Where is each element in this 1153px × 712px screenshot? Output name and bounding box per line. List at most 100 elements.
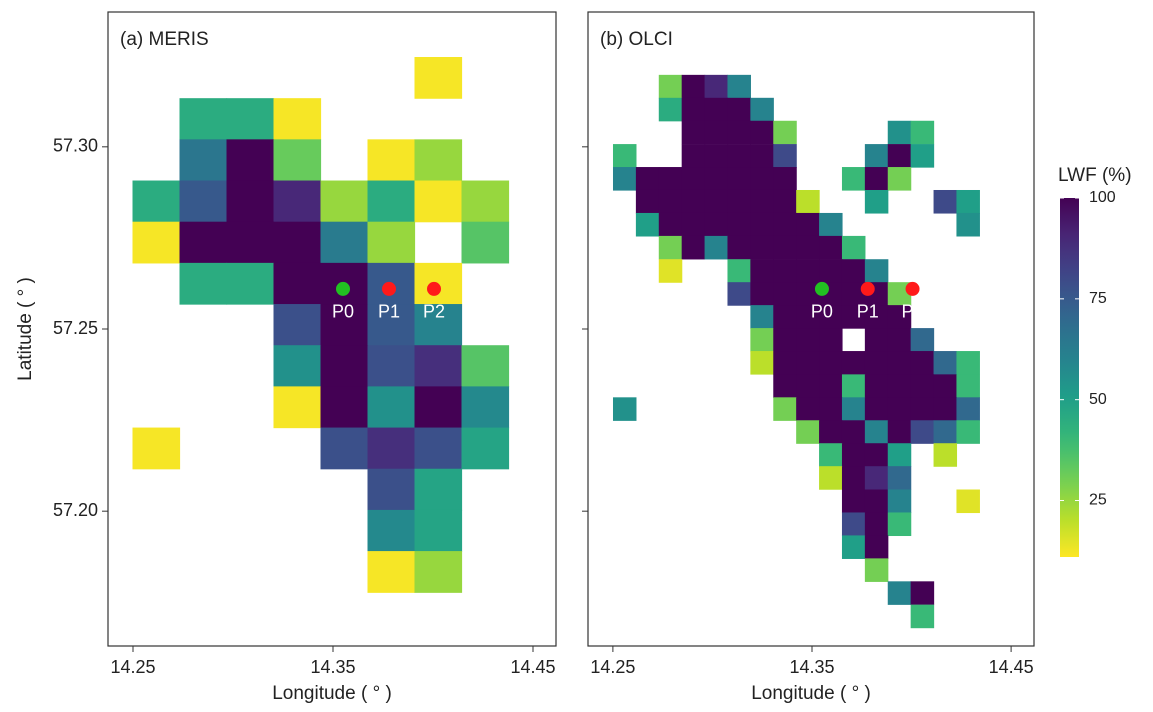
x-tick-label: 14.45 bbox=[510, 657, 555, 677]
point-label: P0 bbox=[811, 302, 833, 322]
cell bbox=[841, 512, 866, 537]
cell bbox=[933, 443, 958, 467]
cell bbox=[864, 489, 889, 514]
cell bbox=[773, 351, 797, 375]
cell bbox=[933, 189, 958, 214]
cell bbox=[273, 386, 322, 429]
cell bbox=[864, 397, 889, 421]
cell bbox=[727, 167, 751, 191]
cell bbox=[773, 167, 797, 191]
cell bbox=[750, 351, 774, 375]
colorbar-title: LWF (%) bbox=[1058, 165, 1132, 186]
cell bbox=[956, 351, 980, 375]
x-tick-label: 14.45 bbox=[989, 657, 1034, 677]
cell bbox=[796, 212, 820, 237]
cell bbox=[773, 120, 797, 145]
cell bbox=[704, 235, 729, 260]
cell bbox=[841, 466, 866, 490]
cell bbox=[273, 304, 322, 346]
cell bbox=[681, 212, 706, 237]
cell bbox=[367, 468, 416, 511]
cell bbox=[887, 144, 912, 168]
cell bbox=[461, 221, 510, 264]
point-label: P0 bbox=[332, 302, 354, 322]
cell bbox=[414, 180, 463, 223]
cell bbox=[887, 489, 912, 514]
cell bbox=[273, 139, 322, 182]
cell bbox=[704, 212, 729, 237]
cell bbox=[819, 374, 843, 398]
cell bbox=[414, 304, 463, 346]
cell bbox=[819, 351, 843, 375]
cell bbox=[367, 304, 416, 346]
cell bbox=[864, 558, 889, 582]
cell bbox=[414, 509, 463, 552]
point bbox=[336, 281, 350, 296]
cell bbox=[461, 386, 510, 429]
cell bbox=[796, 259, 820, 283]
cell bbox=[226, 221, 275, 264]
cell bbox=[681, 235, 706, 260]
cell bbox=[956, 212, 980, 237]
cell bbox=[414, 345, 463, 387]
cell bbox=[796, 397, 820, 421]
cell bbox=[273, 180, 322, 223]
cell bbox=[226, 262, 275, 305]
cell bbox=[819, 397, 843, 421]
cell bbox=[273, 262, 322, 305]
y-tick-label: 57.25 bbox=[53, 318, 98, 338]
cell bbox=[461, 345, 510, 387]
point bbox=[814, 281, 829, 296]
cell bbox=[727, 235, 751, 260]
colorbar bbox=[1060, 198, 1079, 557]
cell bbox=[887, 374, 912, 398]
cell bbox=[320, 345, 369, 387]
cell bbox=[658, 189, 683, 214]
cell bbox=[727, 144, 751, 168]
cell bbox=[750, 235, 774, 260]
cell bbox=[819, 443, 843, 467]
cell bbox=[956, 420, 980, 444]
cell bbox=[773, 144, 797, 168]
cell bbox=[864, 259, 889, 283]
cell bbox=[910, 351, 935, 375]
cell bbox=[320, 386, 369, 429]
cell bbox=[910, 604, 935, 629]
cell bbox=[887, 512, 912, 537]
cell bbox=[367, 221, 416, 264]
cell bbox=[750, 167, 774, 191]
cell bbox=[841, 235, 866, 260]
colorbar-tick-label: 100 bbox=[1089, 189, 1116, 206]
cell bbox=[612, 167, 637, 191]
cell bbox=[841, 259, 866, 283]
cell bbox=[612, 397, 637, 421]
cell bbox=[933, 351, 958, 375]
cell bbox=[773, 328, 797, 352]
cell bbox=[864, 420, 889, 444]
point bbox=[905, 281, 920, 296]
cell bbox=[819, 305, 843, 329]
cell bbox=[681, 120, 706, 145]
cell bbox=[704, 120, 729, 145]
cell bbox=[132, 427, 181, 470]
y-tick-label: 57.30 bbox=[53, 136, 98, 156]
cell bbox=[773, 259, 797, 283]
y-tick-label: 57.20 bbox=[53, 500, 98, 520]
cell bbox=[841, 351, 866, 375]
x-axis-label: Longitude ( ° ) bbox=[272, 683, 392, 704]
point-label: P2 bbox=[902, 302, 924, 322]
cell bbox=[864, 443, 889, 467]
cell bbox=[727, 212, 751, 237]
cell bbox=[819, 212, 843, 237]
cell bbox=[864, 328, 889, 352]
cell bbox=[864, 535, 889, 559]
cell bbox=[273, 345, 322, 387]
cell bbox=[681, 167, 706, 191]
cell bbox=[796, 189, 820, 214]
cell bbox=[773, 397, 797, 421]
cell bbox=[727, 282, 751, 306]
cell bbox=[864, 144, 889, 168]
cell bbox=[819, 328, 843, 352]
cell bbox=[910, 120, 935, 145]
cell bbox=[956, 489, 980, 514]
